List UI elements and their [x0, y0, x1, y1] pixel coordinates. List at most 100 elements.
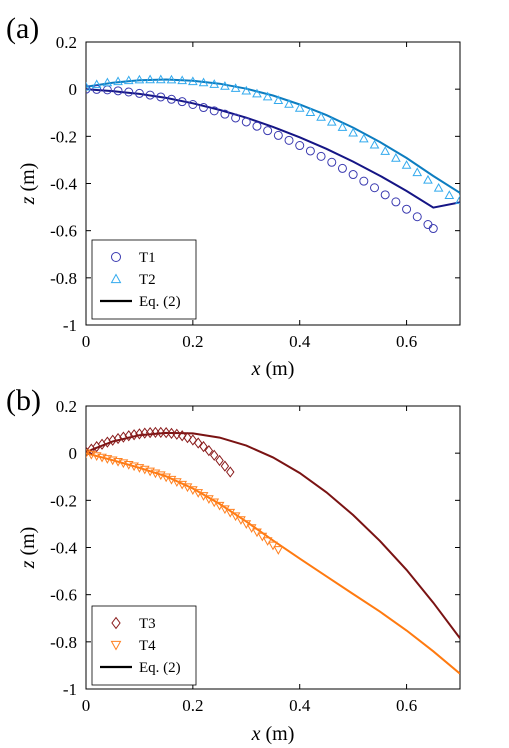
- x-axis-label-unit: (m): [261, 358, 295, 380]
- data-point-t2: [123, 75, 134, 85]
- data-point-t1: [188, 99, 198, 109]
- plot-area: [86, 74, 460, 234]
- y-tick-label: 0.2: [56, 397, 77, 416]
- x-axis-label-variable: x: [251, 358, 261, 380]
- x-tick-label: 0.6: [396, 696, 417, 715]
- data-point-t3: [210, 449, 219, 461]
- data-point-t1: [92, 84, 102, 94]
- data-point-t3: [177, 430, 187, 442]
- legend-entry-label: T2: [139, 272, 156, 288]
- data-point-t2: [358, 133, 369, 143]
- y-axis-label-unit: (m): [17, 527, 39, 561]
- legend-marker-swatch: [110, 273, 122, 284]
- legend-marker-swatch: [111, 252, 121, 262]
- data-point-t2: [455, 194, 460, 204]
- x-tick-label: 0.2: [182, 332, 203, 351]
- legend-box: [91, 605, 197, 686]
- data-point-t1: [428, 224, 438, 234]
- data-point-t4: [268, 541, 278, 551]
- legend: T1 T2 Eq. (2): [91, 239, 197, 320]
- data-point-t2: [134, 74, 145, 84]
- data-point-t4: [246, 524, 257, 533]
- data-point-t4: [252, 528, 262, 538]
- data-point-t3: [167, 427, 176, 439]
- data-point-t2: [423, 174, 433, 184]
- data-point-t4: [273, 546, 284, 555]
- data-point-t3: [172, 428, 182, 440]
- data-point-t1: [412, 212, 422, 222]
- data-point-t1: [359, 176, 369, 186]
- data-point-t1: [263, 126, 273, 136]
- y-tick-label: -1: [63, 316, 77, 335]
- x-tick-label: 0.4: [289, 696, 311, 715]
- x-tick-label: 0.2: [182, 696, 203, 715]
- data-point-t2: [433, 182, 444, 192]
- y-tick-label: -0.8: [50, 269, 77, 288]
- y-tick-label: -1: [63, 680, 77, 699]
- model-line: [86, 78, 460, 194]
- x-tick-label: 0.4: [289, 332, 311, 351]
- legend-box: [91, 239, 197, 320]
- data-point-t3: [215, 454, 224, 467]
- y-tick-label: -0.4: [50, 175, 77, 194]
- data-point-t2: [262, 91, 273, 101]
- data-point-t2: [220, 81, 230, 90]
- data-point-t3: [183, 431, 192, 444]
- data-point-t1: [380, 190, 390, 200]
- data-point-t3: [204, 444, 214, 457]
- y-axis-label: z (m): [17, 163, 39, 206]
- data-point-t1: [134, 88, 144, 98]
- y-tick-label: -0.6: [50, 586, 77, 605]
- data-point-t2: [155, 74, 166, 84]
- data-point-t2: [241, 85, 252, 95]
- data-point-t2: [230, 83, 241, 92]
- data-point-t2: [198, 77, 209, 87]
- data-point-t2: [391, 153, 401, 162]
- y-tick-label: -0.2: [50, 127, 77, 146]
- data-point-t1: [423, 220, 433, 230]
- data-point-t1: [391, 197, 401, 207]
- data-point-t3: [188, 434, 198, 446]
- y-tick-label: 0: [69, 444, 78, 463]
- y-axis-label: z (m): [17, 527, 39, 570]
- data-point-t3: [199, 440, 208, 453]
- chart-panel-2: (b) 0 0.2 0.4 0.6 0.2 0 -0.2 -0.4 -0.6 -0.8 -1 x (m)…: [6, 384, 461, 745]
- data-point-t2: [337, 122, 348, 131]
- legend-entry-label: T1: [139, 250, 156, 266]
- y-tick-label: -0.6: [50, 222, 77, 241]
- data-point-t3: [156, 426, 166, 439]
- legend-marker-swatch: [110, 640, 122, 651]
- data-point-t1: [220, 109, 230, 119]
- chart-panel-1: (a) 0 0.2 0.4 0.6 0.2 0 -0.2 -0.4 -0.6 -0.8 -1 x (m)…: [6, 12, 461, 380]
- y-tick-label: -0.2: [50, 491, 77, 510]
- data-point-t1: [348, 170, 358, 180]
- data-point-t1: [370, 183, 380, 193]
- data-point-t2: [412, 167, 423, 177]
- legend-entry-label: T3: [139, 616, 156, 632]
- panel-label: (b): [6, 384, 41, 417]
- data-point-t1: [295, 141, 305, 151]
- data-point-t2: [369, 139, 380, 149]
- data-point-t1: [337, 163, 347, 173]
- data-point-t1: [145, 90, 155, 100]
- data-point-t2: [252, 88, 262, 98]
- legend-entry-label: Eq. (2): [139, 294, 181, 310]
- y-tick-label: 0: [69, 80, 78, 99]
- data-point-t3: [161, 427, 171, 439]
- data-point-t2: [166, 74, 177, 84]
- x-axis-label-variable: x: [251, 723, 261, 745]
- data-point-t1: [402, 204, 412, 214]
- data-point-t3: [226, 466, 235, 478]
- data-point-t1: [166, 94, 176, 104]
- data-point-t1: [209, 106, 219, 116]
- data-point-t2: [209, 79, 220, 88]
- x-axis-label: x (m): [251, 358, 295, 380]
- data-point-t2: [113, 76, 123, 86]
- model-line: [86, 452, 460, 675]
- data-point-t2: [86, 81, 91, 91]
- data-point-t3: [193, 437, 203, 449]
- panel-label: (a): [6, 12, 39, 45]
- data-point-t1: [305, 146, 315, 156]
- data-point-t1: [156, 92, 166, 102]
